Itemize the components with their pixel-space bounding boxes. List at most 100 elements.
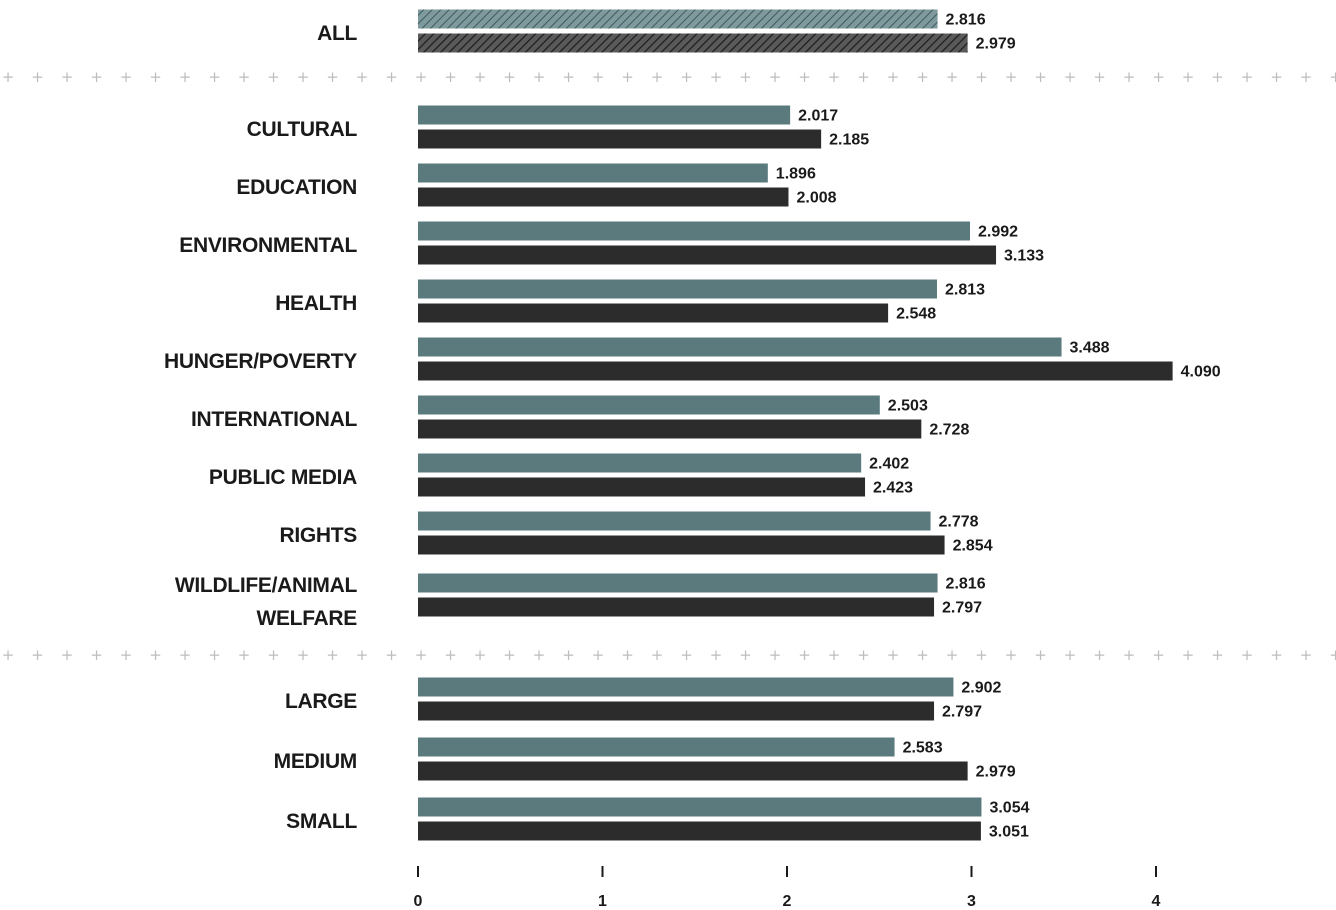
separator-mark: + [326, 646, 339, 664]
data-label: 2.816 [946, 576, 986, 593]
separator-mark: + [120, 646, 133, 664]
data-label: 3.133 [1004, 248, 1044, 265]
separator-mark: + [828, 646, 841, 664]
separator-mark: + [621, 68, 634, 86]
separator-mark: + [238, 68, 251, 86]
separator-mark: + [415, 68, 428, 86]
bar-series-b [418, 701, 935, 721]
x-tick-label: 2 [783, 893, 792, 910]
bar-series-a [418, 797, 982, 817]
separator-mark: + [1005, 646, 1018, 664]
bar-series-b [418, 821, 981, 841]
data-label: 2.979 [976, 764, 1016, 781]
data-label: 2.778 [939, 514, 979, 531]
separator-mark: + [1093, 68, 1106, 86]
category-label: HEALTH [275, 292, 357, 315]
category-label: MEDIUM [274, 750, 357, 773]
separator-mark: + [120, 68, 133, 86]
bar-series-b [418, 419, 922, 439]
separator-mark: + [887, 68, 900, 86]
separator-mark: + [621, 646, 634, 664]
category-row: EDUCATION 1.896 2.008 [236, 163, 837, 207]
data-label: 2.902 [961, 680, 1001, 697]
x-tick-label: 1 [598, 893, 607, 910]
separator-mark: + [592, 68, 605, 86]
data-label: 2.017 [798, 108, 838, 125]
separator-mark: + [769, 646, 782, 664]
separator-mark: + [297, 646, 310, 664]
separator-mark: + [769, 68, 782, 86]
separator-mark: + [90, 646, 103, 664]
separator-mark: + [208, 68, 221, 86]
separator-mark: + [238, 646, 251, 664]
separator-mark: + [208, 646, 221, 664]
separator-mark: + [651, 68, 664, 86]
bar-series-a [418, 395, 880, 415]
bar-series-b [418, 477, 866, 497]
separator-mark: + [356, 68, 369, 86]
category-label: RIGHTS [279, 524, 357, 547]
separator-mark: + [326, 68, 339, 86]
bar-series-a [418, 163, 768, 183]
category-row: WILDLIFE/ANIMAL WELFARE 2.816 2.797 [175, 573, 986, 630]
separator-mark: + [356, 646, 369, 664]
separator-mark: + [1034, 646, 1047, 664]
x-tick-label: 4 [1152, 893, 1161, 910]
category-row: CULTURAL 2.017 2.185 [247, 105, 869, 149]
separator-mark: + [444, 68, 457, 86]
separator-mark: + [798, 646, 811, 664]
category-label: HUNGER/POVERTY [164, 350, 357, 373]
category-label: PUBLIC MEDIA [209, 466, 357, 489]
bar-series-a [418, 279, 937, 299]
separator-mark: + [1093, 646, 1106, 664]
bar-series-a [418, 221, 971, 241]
bar-series-b [418, 535, 945, 555]
separator-mark: + [31, 646, 44, 664]
category-row: ALL 2.816 2.979 [317, 9, 1016, 53]
separator-mark: + [1005, 68, 1018, 86]
separator-mark: + [710, 68, 723, 86]
category-label: INTERNATIONAL [191, 408, 358, 431]
separator-mark: + [1329, 646, 1336, 664]
category-row: LARGE 2.902 2.797 [285, 677, 1002, 721]
separator-mark: + [710, 646, 723, 664]
bar-series-a [418, 677, 954, 697]
bar-series-b [418, 597, 935, 617]
separator-mark: + [1241, 68, 1254, 86]
data-label: 4.090 [1181, 364, 1221, 381]
separator-mark: + [739, 646, 752, 664]
data-label: 2.548 [896, 306, 936, 323]
separator-mark: + [946, 68, 959, 86]
separator-mark: + [739, 68, 752, 86]
separator-mark: + [267, 646, 280, 664]
bar-series-a [418, 573, 938, 593]
separator-mark: + [916, 68, 929, 86]
x-tick-label: 0 [414, 893, 423, 910]
bar-series-a [418, 511, 931, 531]
data-label: 2.008 [796, 190, 836, 207]
category-row: HEALTH 2.813 2.548 [275, 279, 985, 323]
separator-mark: + [592, 646, 605, 664]
separator-mark: + [385, 646, 398, 664]
data-label: 3.051 [989, 824, 1029, 841]
separator-mark: + [1182, 646, 1195, 664]
category-label: LARGE [285, 690, 357, 713]
separator-mark: + [946, 646, 959, 664]
separator-mark: + [1241, 646, 1254, 664]
separator-mark: + [1270, 646, 1283, 664]
data-label: 2.728 [929, 422, 969, 439]
data-label: 2.797 [942, 600, 982, 617]
bar-series-b [418, 33, 968, 53]
separator-mark: + [1182, 68, 1195, 86]
data-label: 1.896 [776, 166, 816, 183]
separator-mark: + [1152, 68, 1165, 86]
separator-mark: + [2, 68, 15, 86]
category-label: WILDLIFE/ANIMAL WELFARE [175, 574, 358, 630]
separator-mark: + [975, 646, 988, 664]
separator-mark: + [1300, 646, 1313, 664]
separator-mark: + [798, 68, 811, 86]
data-label: 2.583 [903, 740, 943, 757]
separator-mark: + [179, 646, 192, 664]
separator-mark: + [533, 68, 546, 86]
separator-mark: + [61, 646, 74, 664]
